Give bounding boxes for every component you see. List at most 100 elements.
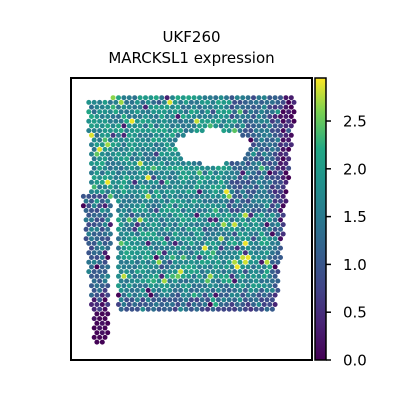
expression-spot xyxy=(134,118,140,124)
expression-spot xyxy=(153,292,159,298)
expression-spot xyxy=(269,99,275,105)
expression-spot xyxy=(186,217,192,223)
expression-spot xyxy=(242,222,248,228)
expression-spot xyxy=(89,255,94,260)
expression-spot xyxy=(132,198,138,204)
expression-spot xyxy=(224,264,229,270)
expression-spot xyxy=(202,114,208,119)
expression-spot xyxy=(278,217,283,223)
expression-spot xyxy=(188,222,194,228)
expression-spot xyxy=(229,114,235,119)
expression-spot xyxy=(207,217,213,223)
expression-spot xyxy=(259,184,265,190)
expression-spot xyxy=(118,165,124,171)
expression-spot xyxy=(86,109,92,115)
expression-spot xyxy=(275,203,281,209)
expression-spot xyxy=(248,175,254,181)
expression-spot xyxy=(89,226,94,232)
expression-spot xyxy=(197,198,202,204)
expression-spot xyxy=(286,137,292,143)
expression-spot xyxy=(286,109,292,115)
expression-spot xyxy=(99,217,105,223)
expression-spot xyxy=(159,226,165,232)
expression-spot xyxy=(126,273,132,279)
expression-spot xyxy=(94,226,100,232)
expression-spot xyxy=(210,99,216,105)
expression-spot xyxy=(259,128,265,134)
expression-spot xyxy=(129,212,135,218)
expression-spot xyxy=(237,184,243,190)
expression-spot xyxy=(153,208,159,213)
expression-spot xyxy=(259,278,265,284)
expression-spot xyxy=(107,156,113,162)
expression-spot xyxy=(218,283,224,289)
expression-spot xyxy=(207,226,213,232)
expression-spot xyxy=(145,175,151,181)
expression-spot xyxy=(269,250,275,256)
expression-spot xyxy=(240,255,246,260)
expression-spot xyxy=(124,193,130,199)
expression-spot xyxy=(99,245,105,251)
expression-spot xyxy=(199,203,205,209)
expression-spot xyxy=(102,334,108,340)
expression-spot xyxy=(275,212,281,218)
expression-spot xyxy=(97,278,103,284)
expression-spot xyxy=(259,306,265,312)
expression-spot xyxy=(218,273,224,279)
expression-spot xyxy=(143,264,148,270)
expression-spot xyxy=(210,212,216,218)
expression-spot xyxy=(251,198,256,204)
expression-spot xyxy=(194,184,200,190)
expression-spot xyxy=(145,137,151,143)
expression-spot xyxy=(213,283,219,289)
expression-spot xyxy=(121,132,127,138)
expression-spot xyxy=(161,137,167,143)
expression-spot xyxy=(234,245,240,251)
expression-spot xyxy=(256,114,262,119)
expression-spot xyxy=(183,118,189,124)
expression-spot xyxy=(215,287,221,293)
expression-spot xyxy=(156,156,162,162)
expression-spot xyxy=(256,273,262,279)
expression-spot xyxy=(259,109,265,115)
expression-spot xyxy=(186,273,192,279)
expression-spot xyxy=(224,273,229,279)
expression-spot xyxy=(159,104,165,110)
expression-spot xyxy=(121,255,127,260)
expression-spot xyxy=(242,250,248,256)
expression-spot xyxy=(286,156,292,162)
expression-spot xyxy=(275,193,281,199)
expression-spot xyxy=(234,236,240,242)
expression-spot xyxy=(248,250,254,256)
expression-spot xyxy=(194,278,200,284)
expression-spot xyxy=(167,128,173,134)
expression-spot xyxy=(242,306,248,312)
expression-spot xyxy=(240,217,246,223)
expression-spot xyxy=(245,217,251,223)
expression-spot xyxy=(267,198,273,204)
expression-spot xyxy=(180,198,186,204)
expression-spot xyxy=(264,203,270,209)
expression-spot xyxy=(272,123,278,129)
expression-spot xyxy=(188,287,194,293)
expression-spot xyxy=(251,170,256,176)
expression-spot xyxy=(164,264,170,270)
expression-spot xyxy=(259,203,265,209)
expression-spot xyxy=(107,184,113,190)
expression-spot xyxy=(197,236,202,242)
expression-spot xyxy=(151,193,157,199)
expression-spot xyxy=(240,123,246,129)
expression-spot xyxy=(186,264,192,270)
expression-spot xyxy=(248,259,254,265)
expression-spot xyxy=(242,193,248,199)
expression-spot xyxy=(143,189,148,195)
expression-spot xyxy=(259,269,265,275)
expression-spot xyxy=(134,137,140,143)
expression-spot xyxy=(191,198,197,204)
expression-spot xyxy=(229,95,235,101)
expression-spot xyxy=(137,217,143,223)
expression-spot xyxy=(251,142,256,148)
expression-spot xyxy=(134,269,140,275)
expression-spot xyxy=(221,193,227,199)
expression-spot xyxy=(186,236,192,242)
